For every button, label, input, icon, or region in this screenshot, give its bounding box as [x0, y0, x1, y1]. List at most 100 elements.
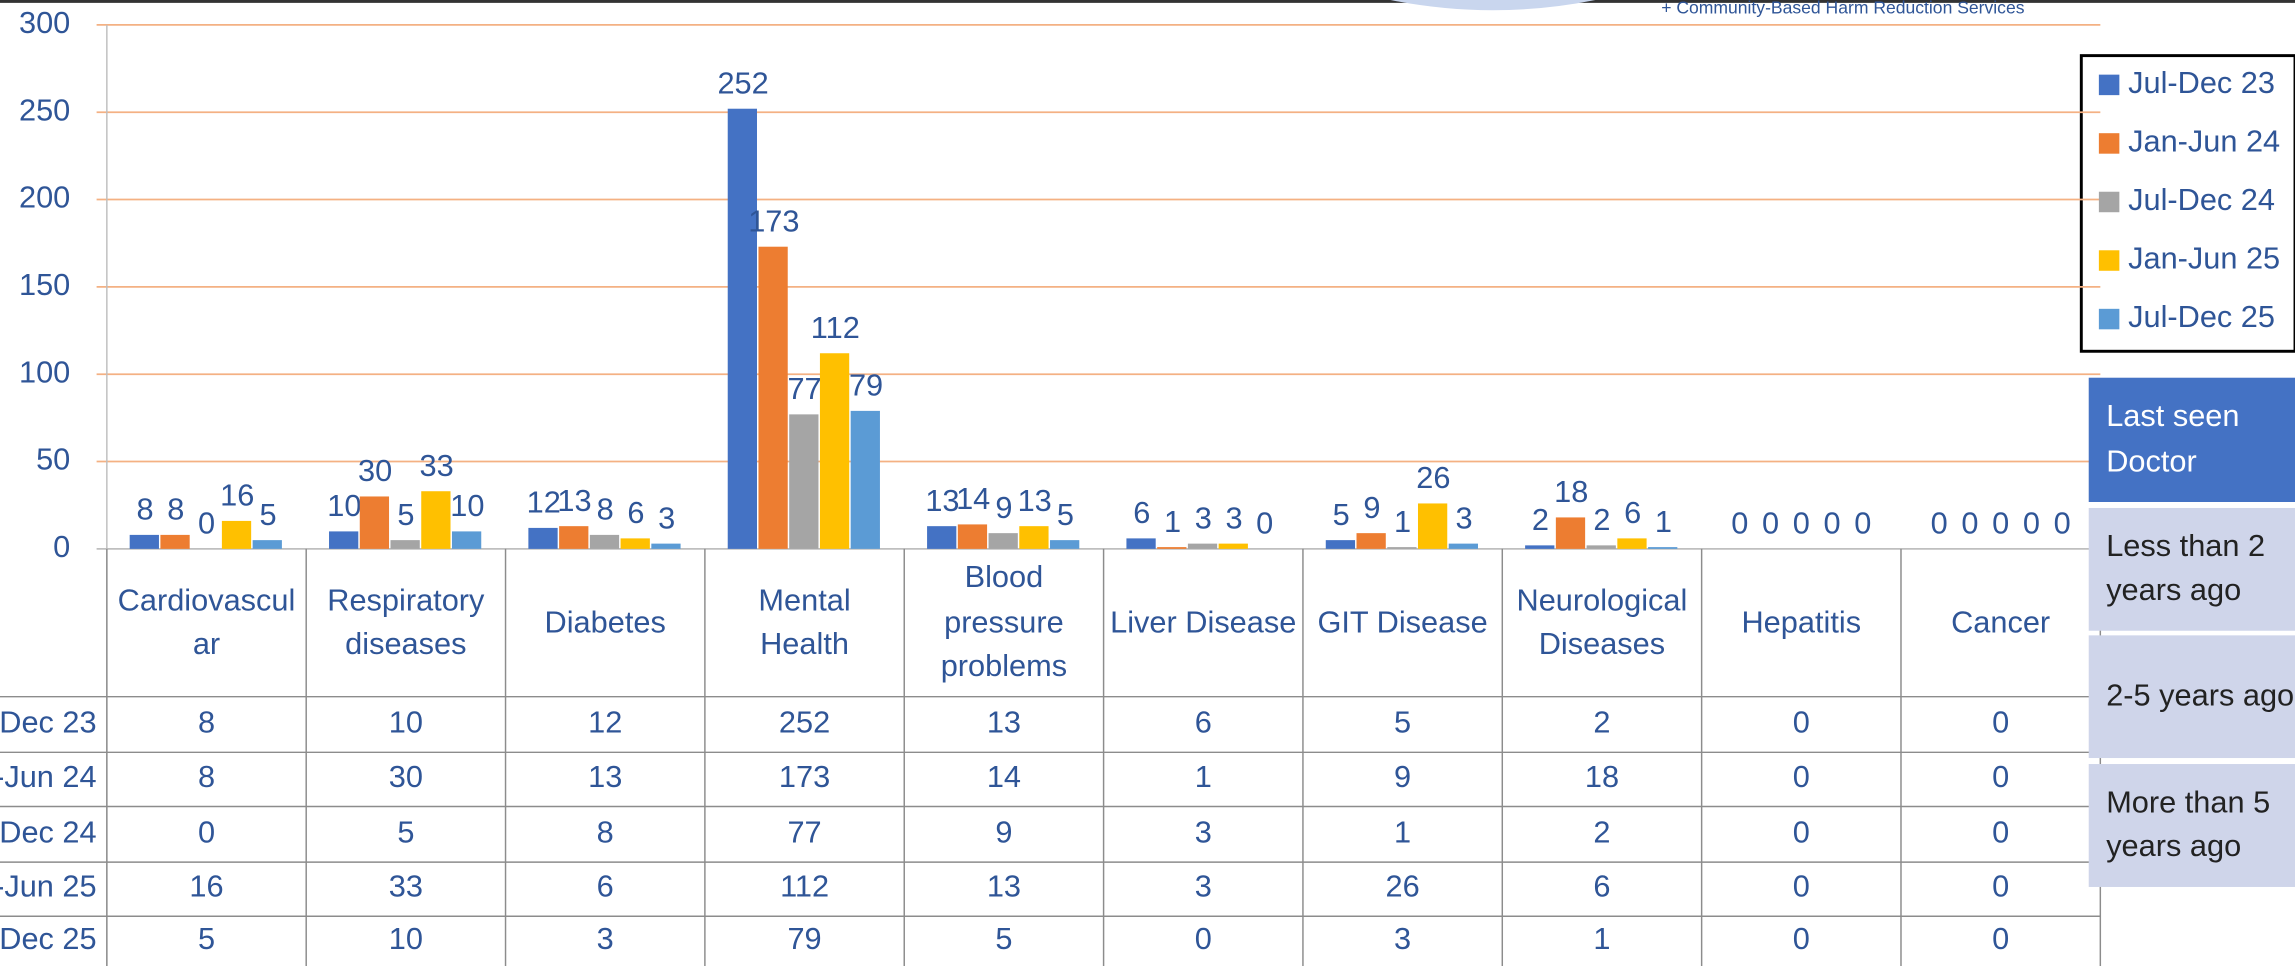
data-label: 9	[995, 490, 1012, 525]
data-label: 0	[1931, 506, 1948, 541]
bar	[1617, 538, 1647, 549]
data-label: 5	[259, 497, 276, 532]
legend-label: Jan-Jun 24	[2128, 124, 2280, 159]
table-row-label: Jan-Jun 24	[0, 759, 97, 794]
table-cell: 13	[987, 869, 1021, 904]
table-cell: 3	[1195, 814, 1212, 849]
table-cell: 33	[389, 869, 423, 904]
table-cell: 77	[787, 814, 821, 849]
y-tick-label: 300	[19, 5, 70, 40]
table-cell: 30	[389, 759, 423, 794]
category-label: Cardiovascular	[117, 583, 296, 662]
table-cell: 1	[1195, 759, 1212, 794]
table-cell: 0	[1992, 921, 2009, 956]
table-cell: 6	[1593, 869, 1610, 904]
bar	[252, 540, 282, 549]
bar	[1525, 545, 1555, 549]
bar	[789, 414, 819, 549]
table-cell: 0	[1793, 921, 1810, 956]
table-cell: 0	[1992, 759, 2009, 794]
side-panel-item-box: More than 5 years ago	[2088, 764, 2295, 887]
data-label: 79	[849, 368, 883, 403]
data-label: 2	[1532, 502, 1549, 537]
data-label: 5	[1333, 497, 1350, 532]
table-cell: 0	[198, 814, 215, 849]
legend-swatch	[2098, 250, 2120, 271]
data-label: 0	[1256, 506, 1273, 541]
table-cell: 2	[1593, 705, 1610, 740]
table-cell: 16	[189, 869, 223, 904]
category-label: Respiratory diseases	[327, 583, 485, 662]
data-label: 0	[1793, 506, 1810, 541]
table-row-label: Jul-Dec 24	[0, 814, 97, 849]
data-label: 14	[956, 481, 990, 516]
bar	[129, 534, 159, 549]
bar	[1586, 545, 1616, 549]
table-cell: 0	[1793, 759, 1810, 794]
bar	[1448, 543, 1478, 549]
table-cell: 0	[1992, 814, 2009, 849]
table-cell: 10	[389, 921, 423, 956]
table-cell: 0	[1793, 814, 1810, 849]
side-panel-item: More than 5 years ago	[2088, 764, 2295, 887]
data-label: 2	[1593, 502, 1610, 537]
data-label: 3	[1225, 500, 1242, 535]
side-panel-item: 2-5 years ago	[2088, 635, 2295, 759]
bar	[390, 540, 420, 549]
legend-swatch	[2098, 308, 2120, 330]
table-cell: 1	[1593, 921, 1610, 956]
table-row-label: Jan-Jun 25	[0, 869, 97, 904]
bar	[1050, 540, 1080, 549]
category-label: Cancer	[1951, 605, 2051, 640]
data-label: 8	[167, 492, 184, 527]
table-cell: 0	[1195, 921, 1212, 956]
data-label: 0	[1762, 506, 1779, 541]
data-label: 0	[1961, 506, 1978, 541]
side-panel-item-box: 2-5 years ago	[2088, 635, 2295, 759]
table-cell: 9	[1394, 759, 1411, 794]
table-cell: 3	[1394, 921, 1411, 956]
side-panel-item-box: Less than 2 years ago	[2088, 507, 2295, 631]
data-label: 5	[397, 497, 414, 532]
bar	[451, 531, 482, 549]
table-cell: 6	[597, 869, 614, 904]
bar	[1555, 517, 1586, 549]
bar	[1126, 538, 1156, 549]
category-label-box: Cardiovascular	[117, 583, 296, 662]
data-label: 0	[1854, 506, 1871, 541]
data-label: 10	[327, 488, 361, 523]
bar	[620, 538, 650, 549]
bar	[1387, 547, 1417, 549]
data-label: 8	[137, 492, 154, 527]
table-cell: 13	[588, 759, 622, 794]
table-cell: 8	[198, 705, 215, 740]
data-label: 173	[748, 203, 799, 238]
bar	[1218, 543, 1248, 549]
table-cell: 252	[779, 705, 830, 740]
data-label: 0	[2023, 506, 2040, 541]
table-cell: 8	[597, 814, 614, 849]
data-label: 18	[1554, 474, 1588, 509]
data-label: 0	[1824, 506, 1841, 541]
y-tick-label: 150	[19, 267, 70, 302]
category-label-box: Neurological Diseases	[1516, 583, 1687, 661]
bar	[221, 520, 252, 549]
bar	[850, 410, 880, 549]
data-label: 6	[1133, 495, 1150, 530]
category-label-box: GIT Disease	[1317, 606, 1487, 640]
bar	[957, 524, 988, 549]
data-label: 0	[1731, 506, 1748, 541]
category-label-box: Cancer	[1951, 605, 2051, 640]
table-cell: 5	[198, 921, 215, 956]
data-label: 252	[717, 65, 768, 100]
legend-swatch	[2098, 191, 2120, 213]
bar	[988, 533, 1018, 549]
data-label: 1	[1655, 504, 1672, 539]
table-cell: 5	[397, 814, 414, 849]
data-label: 16	[220, 478, 254, 513]
category-label: Liver Disease	[1110, 605, 1297, 640]
table-cell: 0	[1793, 705, 1810, 740]
bar	[421, 491, 451, 549]
table-cell: 26	[1386, 869, 1420, 904]
table-cell: 3	[597, 921, 614, 956]
